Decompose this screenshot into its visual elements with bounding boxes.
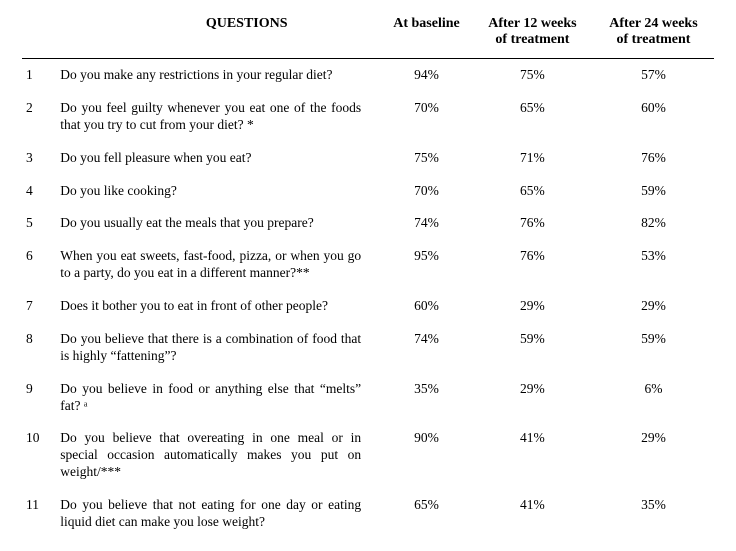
table-row: 7Does it bother you to eat in front of o… bbox=[22, 290, 714, 323]
header-questions: QUESTIONS bbox=[56, 12, 381, 59]
table-row: 11Do you believe that not eating for one… bbox=[22, 489, 714, 539]
row-12weeks: 76% bbox=[472, 240, 593, 290]
header-12weeks: After 12 weeks of treatment bbox=[472, 12, 593, 59]
row-number: 2 bbox=[22, 92, 56, 142]
table-row: 2Do you feel guilty whenever you eat one… bbox=[22, 92, 714, 142]
table-row: 6When you eat sweets, fast-food, pizza, … bbox=[22, 240, 714, 290]
header-12weeks-line2: of treatment bbox=[476, 32, 589, 48]
row-number: 9 bbox=[22, 373, 56, 423]
row-24weeks: 82% bbox=[593, 207, 714, 240]
table-row: 4Do you like cooking?70%65%59% bbox=[22, 175, 714, 208]
row-question: Do you believe in food or anything else … bbox=[56, 373, 381, 423]
row-24weeks: 59% bbox=[593, 175, 714, 208]
table-body: 1Do you make any restrictions in your re… bbox=[22, 59, 714, 539]
row-number: 8 bbox=[22, 323, 56, 373]
row-baseline: 94% bbox=[381, 59, 472, 92]
row-24weeks: 35% bbox=[593, 489, 714, 539]
row-baseline: 74% bbox=[381, 323, 472, 373]
table-row: 10Do you believe that overeating in one … bbox=[22, 422, 714, 489]
row-baseline: 90% bbox=[381, 422, 472, 489]
row-baseline: 65% bbox=[381, 489, 472, 539]
row-12weeks: 76% bbox=[472, 207, 593, 240]
row-24weeks: 29% bbox=[593, 422, 714, 489]
row-baseline: 75% bbox=[381, 142, 472, 175]
row-number: 5 bbox=[22, 207, 56, 240]
row-number: 3 bbox=[22, 142, 56, 175]
header-24weeks: After 24 weeks of treatment bbox=[593, 12, 714, 59]
table-header-row: QUESTIONS At baseline After 12 weeks of … bbox=[22, 12, 714, 59]
row-baseline: 60% bbox=[381, 290, 472, 323]
row-12weeks: 29% bbox=[472, 373, 593, 423]
row-12weeks: 41% bbox=[472, 489, 593, 539]
row-number: 10 bbox=[22, 422, 56, 489]
row-number: 6 bbox=[22, 240, 56, 290]
row-question: Do you believe that there is a combinati… bbox=[56, 323, 381, 373]
row-question: Do you fell pleasure when you eat? bbox=[56, 142, 381, 175]
row-baseline: 35% bbox=[381, 373, 472, 423]
row-question: Do you make any restrictions in your reg… bbox=[56, 59, 381, 92]
header-baseline: At baseline bbox=[381, 12, 472, 59]
header-12weeks-line1: After 12 weeks bbox=[476, 16, 589, 32]
row-24weeks: 59% bbox=[593, 323, 714, 373]
row-baseline: 70% bbox=[381, 92, 472, 142]
row-12weeks: 65% bbox=[472, 175, 593, 208]
row-question: When you eat sweets, fast-food, pizza, o… bbox=[56, 240, 381, 290]
row-number: 11 bbox=[22, 489, 56, 539]
row-question: Do you believe that overeating in one me… bbox=[56, 422, 381, 489]
row-24weeks: 6% bbox=[593, 373, 714, 423]
row-24weeks: 29% bbox=[593, 290, 714, 323]
row-24weeks: 53% bbox=[593, 240, 714, 290]
row-24weeks: 57% bbox=[593, 59, 714, 92]
table-row: 8Do you believe that there is a combinat… bbox=[22, 323, 714, 373]
row-12weeks: 41% bbox=[472, 422, 593, 489]
row-question: Does it bother you to eat in front of ot… bbox=[56, 290, 381, 323]
row-24weeks: 60% bbox=[593, 92, 714, 142]
row-number: 4 bbox=[22, 175, 56, 208]
row-question: Do you like cooking? bbox=[56, 175, 381, 208]
header-24weeks-line2: of treatment bbox=[597, 32, 710, 48]
row-12weeks: 29% bbox=[472, 290, 593, 323]
row-12weeks: 71% bbox=[472, 142, 593, 175]
row-baseline: 95% bbox=[381, 240, 472, 290]
table-row: 1Do you make any restrictions in your re… bbox=[22, 59, 714, 92]
questions-table: QUESTIONS At baseline After 12 weeks of … bbox=[22, 12, 714, 539]
row-12weeks: 75% bbox=[472, 59, 593, 92]
row-question: Do you usually eat the meals that you pr… bbox=[56, 207, 381, 240]
row-number: 1 bbox=[22, 59, 56, 92]
table-row: 5Do you usually eat the meals that you p… bbox=[22, 207, 714, 240]
table-row: 9Do you believe in food or anything else… bbox=[22, 373, 714, 423]
row-12weeks: 65% bbox=[472, 92, 593, 142]
row-baseline: 74% bbox=[381, 207, 472, 240]
row-question: Do you believe that not eating for one d… bbox=[56, 489, 381, 539]
header-24weeks-line1: After 24 weeks bbox=[597, 16, 710, 32]
row-baseline: 70% bbox=[381, 175, 472, 208]
row-12weeks: 59% bbox=[472, 323, 593, 373]
row-24weeks: 76% bbox=[593, 142, 714, 175]
header-blank bbox=[22, 12, 56, 59]
row-question: Do you feel guilty whenever you eat one … bbox=[56, 92, 381, 142]
table-row: 3Do you fell pleasure when you eat?75%71… bbox=[22, 142, 714, 175]
row-number: 7 bbox=[22, 290, 56, 323]
